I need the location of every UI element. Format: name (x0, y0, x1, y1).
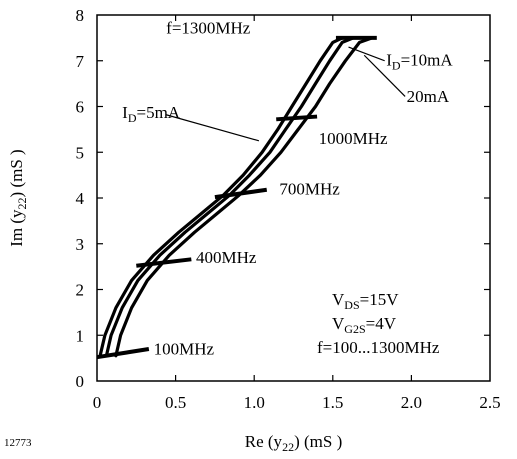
y-tick-label: 8 (76, 6, 85, 25)
y-axis-label: Im (y22) (mS ) (7, 149, 29, 246)
x-tick-label: 2.0 (401, 393, 422, 412)
series-layer (98, 36, 374, 358)
y-tick-label: 0 (76, 372, 85, 391)
y-tick-label: 3 (76, 235, 85, 254)
frequency-marker (96, 346, 150, 360)
x-axis-label: Re (y22) (mS ) (245, 432, 342, 454)
figure-id: 12773 (4, 437, 32, 449)
x-tick-label: 0.5 (165, 393, 186, 412)
series-label: ID=5mA (122, 103, 181, 125)
x-tick-label: 1.5 (322, 393, 343, 412)
frequency-label: 100MHz (154, 339, 215, 358)
series-label: 20mA (407, 87, 450, 106)
series-line-id5 (98, 36, 344, 358)
leader-layer (166, 46, 406, 142)
frequency-marker (276, 114, 318, 122)
x-tick-label: 2.5 (479, 393, 500, 412)
series-leader-line (363, 54, 406, 97)
series-label: ID=10mA (386, 50, 453, 72)
series-leader-line (348, 46, 385, 62)
series-line-id10 (104, 36, 355, 358)
x-tick-label: 1.0 (244, 393, 265, 412)
label-layer: 100MHz 400MHz 700MHz 1000MHz f=1300MHz ID=5mA… (4, 18, 453, 454)
condition-text: VG2S=4V (332, 314, 397, 336)
frequency-label: 1000MHz (319, 129, 388, 148)
y-tick-label: 1 (76, 326, 85, 345)
series-leader-line (166, 114, 260, 142)
tick-layer: 0 0.5 1.0 1.5 2.0 2.5 0 1 2 3 4 5 6 7 8 (76, 6, 501, 412)
y-tick-label: 4 (76, 189, 85, 208)
series-line-id20 (114, 36, 374, 358)
frequency-label: 400MHz (196, 248, 257, 267)
frequency-marker (136, 257, 192, 268)
condition-text: VDS=15V (332, 290, 399, 312)
y-tick-label: 2 (76, 281, 85, 300)
y-tick-label: 6 (76, 98, 85, 117)
y-tick-label: 5 (76, 143, 85, 162)
y-tick-label: 7 (76, 52, 85, 71)
frequency-marker (214, 187, 268, 200)
frequency-marker-layer (96, 35, 377, 360)
frequency-label: f=1300MHz (166, 18, 251, 37)
x-tick-label: 0 (93, 393, 102, 412)
frequency-label: 700MHz (279, 179, 340, 198)
condition-text: f=100...1300MHz (317, 338, 440, 357)
